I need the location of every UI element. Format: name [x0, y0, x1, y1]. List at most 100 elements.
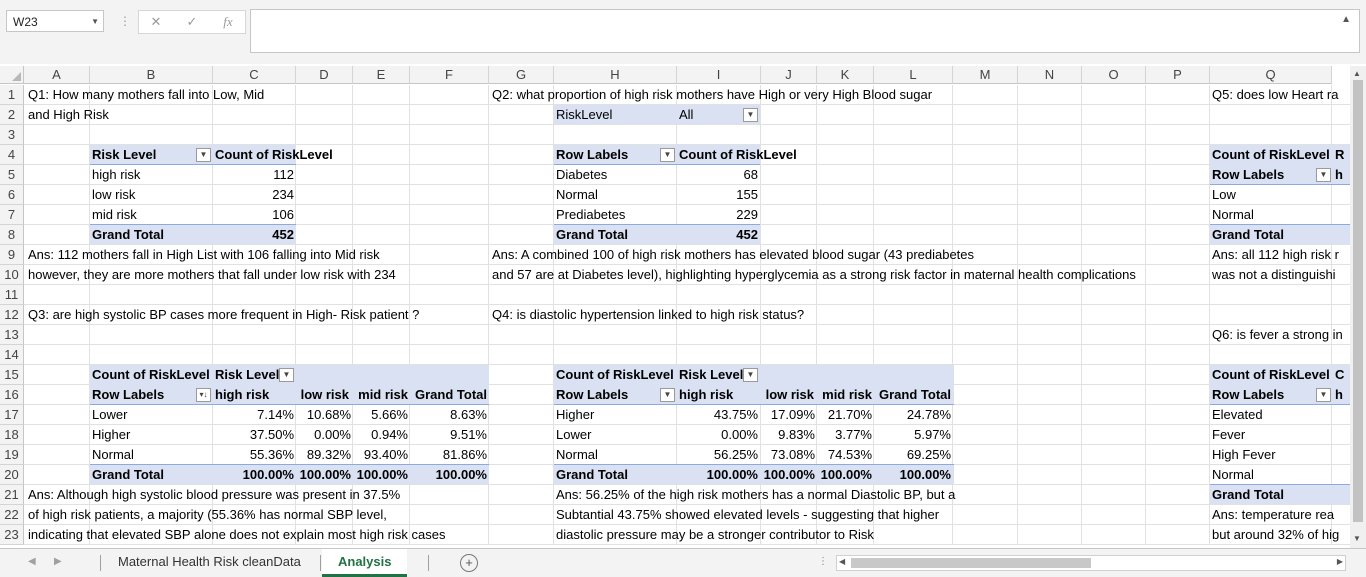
- q1-title-line2[interactable]: and High Risk: [28, 107, 109, 122]
- split-handle-icon[interactable]: ⋮: [818, 556, 828, 567]
- q3-cell-value[interactable]: 7.14%: [257, 407, 294, 422]
- q5-column-field-stub[interactable]: R: [1335, 147, 1345, 162]
- q3-sort-filter-icon[interactable]: ▾↓: [196, 388, 211, 402]
- q5-header-row-labels[interactable]: Row Labels: [1212, 167, 1285, 182]
- q6-row-label[interactable]: Elevated: [1212, 407, 1263, 422]
- q3-cell-value[interactable]: 81.86%: [442, 447, 487, 462]
- scroll-left-icon[interactable]: ◀: [839, 557, 846, 566]
- q6-answer-line2[interactable]: but around 32% of hig: [1212, 527, 1340, 542]
- row-header[interactable]: 6: [0, 185, 24, 205]
- q4-cell-value[interactable]: 17.09%: [770, 407, 815, 422]
- q4-cell-value[interactable]: 73.08%: [770, 447, 815, 462]
- horizontal-scroll-thumb[interactable]: [851, 558, 1091, 568]
- q3-title[interactable]: Q3: are high systolic BP cases more freq…: [28, 307, 420, 322]
- q3-header-grand-total[interactable]: Grand Total: [415, 387, 487, 402]
- q2-header-row-labels[interactable]: Row Labels: [556, 147, 629, 162]
- q1-row-label[interactable]: mid risk: [92, 207, 137, 222]
- column-header[interactable]: I: [677, 66, 761, 84]
- column-header[interactable]: L: [874, 66, 953, 84]
- q4-answer-line3[interactable]: diastolic pressure may be a stronger con…: [556, 527, 874, 542]
- q2-row-filter-icon[interactable]: ▼: [660, 148, 675, 162]
- q1-row-label[interactable]: low risk: [92, 187, 136, 202]
- q4-grand-total-value[interactable]: 100.00%: [763, 467, 815, 482]
- q4-column-filter-icon[interactable]: ▼: [743, 368, 758, 382]
- q5-title[interactable]: Q5: does low Heart ra: [1212, 87, 1339, 102]
- column-header[interactable]: H: [554, 66, 677, 84]
- q1-row-value[interactable]: 106: [272, 207, 294, 222]
- q1-filter-dropdown-icon[interactable]: ▼: [196, 148, 211, 162]
- q2-grand-total-value[interactable]: 452: [736, 227, 758, 242]
- row-header[interactable]: 2: [0, 105, 24, 125]
- chevron-down-icon[interactable]: ▼: [91, 17, 99, 26]
- row-header[interactable]: 1: [0, 85, 24, 105]
- column-header[interactable]: B: [90, 66, 213, 84]
- q6-grand-total-label[interactable]: Grand Total: [1212, 487, 1284, 502]
- q1-row-value[interactable]: 234: [272, 187, 294, 202]
- q4-cell-value[interactable]: 5.97%: [914, 427, 951, 442]
- q3-grand-total-label[interactable]: Grand Total: [92, 467, 164, 482]
- row-header[interactable]: 17: [0, 405, 24, 425]
- q4-grand-total-label[interactable]: Grand Total: [556, 467, 628, 482]
- q1-title-line1[interactable]: Q1: How many mothers fall into Low, Mid: [28, 87, 265, 102]
- q4-cell-value[interactable]: 56.25%: [713, 447, 758, 462]
- q4-answer-line2[interactable]: Subtantial 43.75% showed elevated levels…: [556, 507, 940, 522]
- q3-column-filter-icon[interactable]: ▼: [279, 368, 294, 382]
- column-header[interactable]: Q: [1210, 66, 1332, 84]
- next-sheet-icon[interactable]: ▶: [54, 556, 62, 567]
- q3-cell-value[interactable]: 37.50%: [249, 427, 294, 442]
- q4-grand-total-value[interactable]: 100.00%: [706, 467, 758, 482]
- q2-filter-dropdown-icon[interactable]: ▼: [743, 108, 758, 122]
- q4-cell-value[interactable]: 74.53%: [827, 447, 872, 462]
- q6-header-row-labels[interactable]: Row Labels: [1212, 387, 1285, 402]
- q3-header-low-risk[interactable]: low risk: [300, 387, 349, 402]
- scroll-right-icon[interactable]: ▶: [1336, 557, 1343, 566]
- row-header[interactable]: 10: [0, 265, 24, 285]
- q3-grand-total-value[interactable]: 100.00%: [356, 467, 408, 482]
- scroll-down-icon[interactable]: ▼: [1353, 534, 1361, 543]
- q2-row-value[interactable]: 68: [743, 167, 758, 182]
- row-header[interactable]: 19: [0, 445, 24, 465]
- column-header[interactable]: M: [953, 66, 1018, 84]
- row-header[interactable]: 16: [0, 385, 24, 405]
- q1-grand-total-label[interactable]: Grand Total: [92, 227, 164, 242]
- q4-cell-value[interactable]: 24.78%: [906, 407, 951, 422]
- row-header[interactable]: 18: [0, 425, 24, 445]
- row-header[interactable]: 9: [0, 245, 24, 265]
- q3-cell-value[interactable]: 9.51%: [450, 427, 487, 442]
- column-header[interactable]: C: [213, 66, 296, 84]
- q4-answer-line1[interactable]: Ans: 56.25% of the high risk mothers has…: [556, 487, 956, 502]
- row-header[interactable]: 4: [0, 145, 24, 165]
- row-header[interactable]: 21: [0, 485, 24, 505]
- q1-header-count[interactable]: Count of RiskLevel: [215, 147, 333, 162]
- q2-row-value[interactable]: 155: [736, 187, 758, 202]
- q3-header-mid-risk[interactable]: mid risk: [358, 387, 408, 402]
- prev-sheet-icon[interactable]: ◀: [28, 556, 36, 567]
- q3-cell-value[interactable]: 89.32%: [306, 447, 351, 462]
- q2-filter-value[interactable]: All: [679, 107, 694, 122]
- q4-header-low-risk[interactable]: low risk: [765, 387, 814, 402]
- q2-row-value[interactable]: 229: [736, 207, 758, 222]
- q2-filter-label[interactable]: RiskLevel: [556, 107, 613, 122]
- q5-answer-line1[interactable]: Ans: all 112 high risk r: [1212, 247, 1339, 262]
- vertical-scroll-thumb[interactable]: [1353, 80, 1363, 522]
- q5-row-filter-icon[interactable]: ▼: [1316, 168, 1331, 182]
- q6-column-field-stub[interactable]: C: [1335, 367, 1345, 382]
- q4-column-field[interactable]: Risk Level: [679, 367, 744, 382]
- row-header[interactable]: 5: [0, 165, 24, 185]
- q4-cell-value[interactable]: 0.00%: [721, 427, 758, 442]
- q4-row-filter-icon[interactable]: ▼: [660, 388, 675, 402]
- column-header[interactable]: K: [817, 66, 874, 84]
- q2-grand-total-label[interactable]: Grand Total: [556, 227, 628, 242]
- q1-answer-line2[interactable]: however, they are more mothers that fall…: [28, 267, 396, 282]
- q3-cell-value[interactable]: 93.40%: [363, 447, 408, 462]
- q3-cell-value[interactable]: 0.94%: [371, 427, 408, 442]
- column-header[interactable]: O: [1082, 66, 1146, 84]
- q2-row-label[interactable]: Diabetes: [556, 167, 608, 182]
- q3-cell-value[interactable]: 55.36%: [249, 447, 294, 462]
- row-header[interactable]: 20: [0, 465, 24, 485]
- q3-answer-line2[interactable]: of high risk patients, a majority (55.36…: [28, 507, 387, 522]
- q3-cell-value[interactable]: 10.68%: [306, 407, 351, 422]
- q5-answer-line2[interactable]: was not a distinguishi: [1212, 267, 1336, 282]
- q6-row-label[interactable]: Fever: [1212, 427, 1246, 442]
- q1-answer-line1[interactable]: Ans: 112 mothers fall in High List with …: [28, 247, 380, 262]
